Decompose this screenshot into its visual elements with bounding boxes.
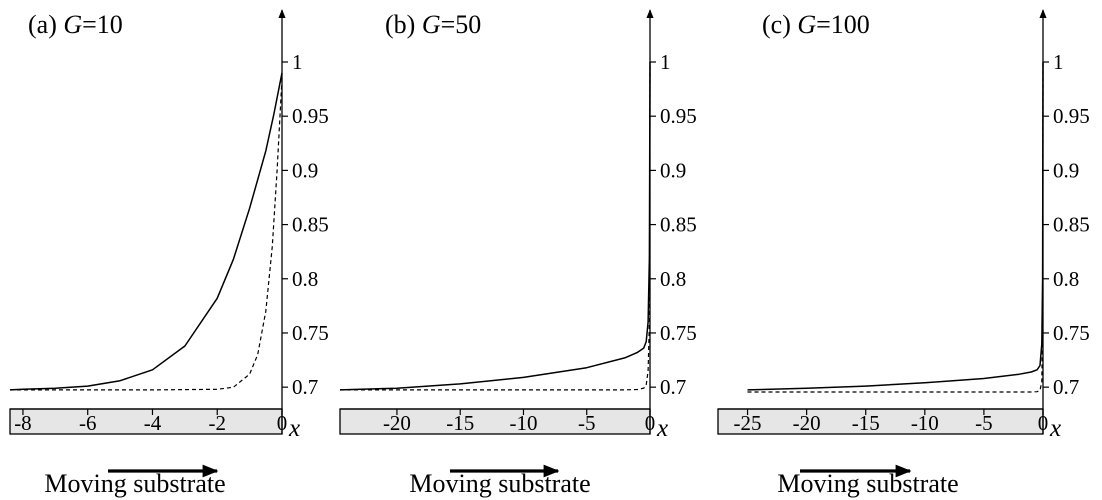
panel-c-x-tick-label: -15 bbox=[852, 411, 880, 435]
panel-b-x-tick-label: -15 bbox=[446, 411, 474, 435]
panel-a-x-axis-label: x bbox=[288, 415, 300, 442]
panel-b-y-tick-label: 0.95 bbox=[660, 104, 697, 128]
panel-b-param-name: G bbox=[422, 10, 441, 39]
panel-c-y-tick-label: 0.95 bbox=[1053, 104, 1090, 128]
panel-c-plot: -25 -20 -15 -10 -5 0 x 0.7 0.75 0.8 0.85 0.9 0.95 1 bbox=[718, 10, 1090, 471]
panel-b-y-tick-label: 0.85 bbox=[660, 213, 697, 237]
panel-c-x-tick-label: -5 bbox=[975, 411, 993, 435]
panel-c-series-dashed bbox=[748, 62, 1044, 392]
panel-a-plot: -8 -6 -4 -2 0 x 0.7 0.75 0.8 0.85 0.9 0.95 1 bbox=[10, 10, 329, 471]
panel-b-y-tick-label: 0.8 bbox=[660, 267, 686, 291]
panel-c-x-tick-label: -20 bbox=[793, 411, 821, 435]
panel-c-x-tick-label: 0 bbox=[1038, 411, 1049, 435]
panel-c-y-tick-label: 1 bbox=[1053, 50, 1064, 74]
panel-a-label: (a) bbox=[28, 10, 57, 39]
panel-c-param-name: G bbox=[797, 10, 816, 39]
panel-b-x-tick-label: -10 bbox=[509, 411, 537, 435]
panel-a-y-tick-label: 0.75 bbox=[292, 321, 329, 345]
panel-b-y-tick-label: 0.9 bbox=[660, 158, 686, 182]
panel-a-x-tick-label: -4 bbox=[144, 411, 162, 435]
panel-b-x-tick-label: -20 bbox=[383, 411, 411, 435]
panel-c-label: (c) bbox=[762, 10, 791, 39]
panel-b-y-tick-label: 0.75 bbox=[660, 321, 697, 345]
panel-c-x-axis-strip bbox=[718, 409, 1043, 434]
panel-c-y-tick-label: 0.85 bbox=[1053, 213, 1090, 237]
panel-c-x-tick-label: -25 bbox=[734, 411, 762, 435]
panel-b-series-dashed bbox=[340, 62, 650, 390]
panel-a: (a) G=10 -8 -6 -4 -2 0 x 0.7 0.75 0.8 0.85 0.9 0.95… bbox=[10, 10, 329, 498]
panel-a-y-tick-label: 0.95 bbox=[292, 104, 329, 128]
panel-b-plot: -20 -15 -10 -5 0 x 0.7 0.75 0.8 0.85 0.9 0.95 1 bbox=[340, 10, 697, 471]
panel-c-y-tick-label: 0.8 bbox=[1053, 267, 1079, 291]
panel-a-y-tick-label: 0.7 bbox=[292, 375, 318, 399]
panel-c-title: (c) G=100 bbox=[762, 10, 870, 39]
panel-c-caption: Moving substrate bbox=[777, 469, 958, 498]
panel-a-caption: Moving substrate bbox=[44, 469, 225, 498]
panel-a-x-tick-label: -2 bbox=[208, 411, 226, 435]
panel-c-y-tick-label: 0.9 bbox=[1053, 158, 1079, 182]
panel-b: (b) G=50 -20 -15 -10 -5 0 x 0.7 0.75 0.8 0.85 0.9 0… bbox=[340, 10, 697, 498]
panel-a-x-tick-label: -8 bbox=[14, 411, 32, 435]
panel-a-param-name: G bbox=[63, 10, 82, 39]
panel-c-y-tick-label: 0.7 bbox=[1053, 375, 1079, 399]
panel-a-title: (a) G=10 bbox=[28, 10, 123, 39]
panel-b-y-tick-label: 0.7 bbox=[660, 375, 686, 399]
panel-c-y-tick-label: 0.75 bbox=[1053, 321, 1090, 345]
panel-a-y-tick-label: 0.9 bbox=[292, 158, 318, 182]
panel-b-label: (b) bbox=[385, 10, 415, 39]
panel-b-caption: Moving substrate bbox=[409, 469, 590, 498]
panel-a-series-solid bbox=[10, 73, 282, 390]
panel-a-y-tick-label: 1 bbox=[292, 50, 303, 74]
panel-b-x-tick-label: -5 bbox=[578, 411, 596, 435]
panel-a-x-tick-label: 0 bbox=[277, 411, 288, 435]
panel-a-x-tick-label: -6 bbox=[79, 411, 97, 435]
panel-a-y-tick-label: 0.8 bbox=[292, 267, 318, 291]
panel-b-x-axis-label: x bbox=[656, 415, 668, 442]
panel-b-series-solid bbox=[340, 62, 650, 390]
panel-b-x-tick-label: 0 bbox=[645, 411, 656, 435]
panel-c-param-value: =100 bbox=[816, 10, 870, 39]
panel-a-param-value: =10 bbox=[82, 10, 123, 39]
panel-c-x-axis-label: x bbox=[1049, 415, 1061, 442]
panel-b-param-value: =50 bbox=[441, 10, 482, 39]
panel-c: (c) G=100 -25 -20 -15 -10 -5 0 x 0.7 0.75 0.8 0.85… bbox=[718, 10, 1090, 498]
panel-c-x-tick-label: -10 bbox=[911, 411, 939, 435]
panel-a-y-tick-label: 0.85 bbox=[292, 213, 329, 237]
panel-b-title: (b) G=50 bbox=[385, 10, 481, 39]
panel-c-series-solid bbox=[748, 62, 1044, 390]
panel-b-y-tick-label: 1 bbox=[660, 50, 671, 74]
